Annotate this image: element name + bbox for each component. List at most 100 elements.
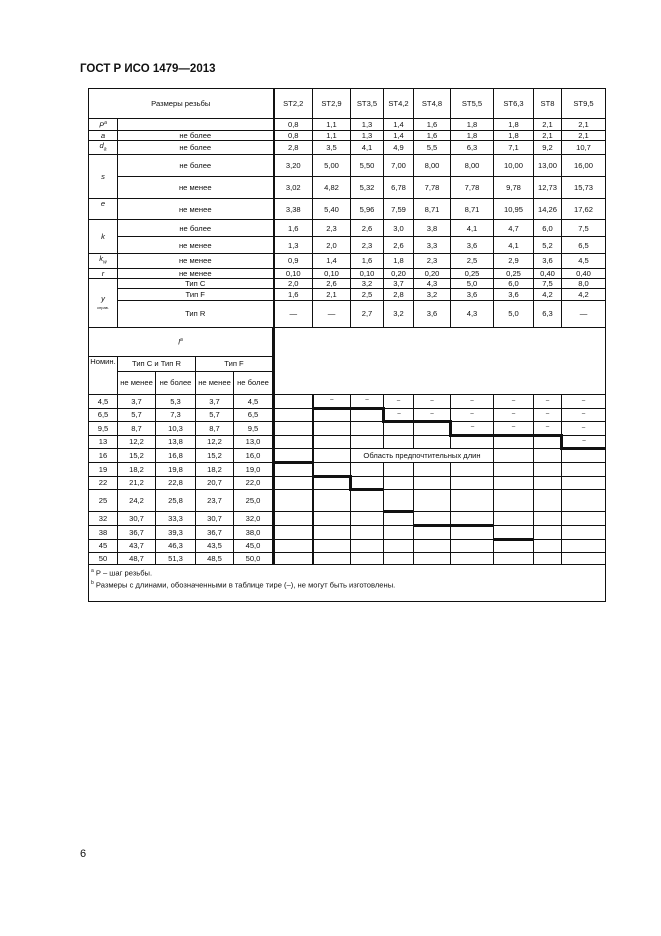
symbol: y [101,293,105,303]
table-row: k не более 1,6 2,3 2,6 3,0 3,8 4,1 4,7 6,0 7,5 [88,219,606,255]
availability-cell [350,406,384,422]
value-cell: 4,1 [450,219,494,238]
value-cell: 15,73 [561,176,606,200]
value-cell: — [272,299,313,328]
table-row: kw не менее 0,9 1,4 1,6 1,8 2,3 2,5 2,9 3,6 4,5 [88,253,606,269]
value-cell: 2,9 [493,253,534,269]
value-cell: 9,2 [533,139,562,156]
min-header: не менее [117,370,156,395]
value-cell: 2,8 [383,287,414,301]
value-cell: 10,7 [561,139,606,156]
value-cell: 1,6 [350,253,384,269]
value-cell: 7,78 [413,176,451,200]
length-value: 19,0 [233,461,274,477]
availability-cell [272,420,313,436]
subscript: w [103,259,107,266]
value-cell: 1,6 [413,129,451,141]
nominal-length: 45 [88,538,118,553]
availability-cell [493,461,534,477]
availability-cell [533,488,562,512]
value-cell: 3,0 [383,219,414,238]
availability-cell [533,551,562,565]
table-row: a не более 0,8 1,1 1,3 1,4 1,6 1,8 1,8 2,1 2,1 [88,129,606,141]
table-row: 50 48,7 51,3 48,5 50,0 [88,551,606,565]
availability-cell [413,461,451,477]
qualifier: Тип F [117,287,274,301]
table-row: 45 43,7 46,3 43,5 45,0 [88,537,606,553]
availability-cell: – [449,420,494,436]
length-value: 18,2 [195,461,234,477]
availability-cell [493,488,534,512]
value-cell: 3,5 [312,139,351,156]
value-cell: 2,7 [350,299,384,328]
value-cell: 14,26 [533,198,562,221]
table-row: 6,5 5,7 7,3 5,7 6,5– – – – – – [88,406,606,422]
footnote: a P – шаг резьбы. [91,566,603,579]
dimension-symbol: Pa [88,118,118,131]
availability-cell [413,510,451,526]
footnote-mark: a [104,120,107,126]
value-cell: 8,00 [413,154,451,178]
availability-cell [561,510,606,526]
value-cell: 5,5 [413,139,451,156]
table-row: не менее 3,02 4,82 5,32 6,78 7,78 7,78 9,78 12,7… [89,176,606,200]
availability-cell [413,538,451,553]
value-cell: 3,8 [413,219,451,238]
value-cell: 4,2 [533,287,562,301]
availability-cell: – [382,407,414,422]
length-value: 39,3 [155,524,196,540]
length-value: 10,3 [155,420,196,436]
value-cell: 2,6 [383,236,414,255]
value-cell: 0,25 [450,267,494,279]
value-cell: 3,2 [383,299,414,328]
value-cell: 2,3 [312,219,351,238]
availability-cell [311,538,351,553]
footnote-mark: a [91,567,94,574]
value-cell: 2,6 [350,219,384,238]
availability-cell [311,488,351,512]
size-header: ST3,5 [350,88,384,119]
symbol: P [99,120,105,130]
value-cell: 7,5 [533,277,562,289]
value-cell: 17,62 [561,198,606,221]
symbol: k [99,254,104,264]
value-cell: 2,0 [312,236,351,255]
subscript: a [103,146,107,153]
length-value: 20,7 [195,475,234,490]
length-value: 5,7 [117,407,156,422]
symbol: e [100,199,106,209]
nominal-length: 9,5 [88,420,118,436]
dimension-symbol: da [88,139,118,156]
value-cell: 0,20 [413,267,451,279]
value-cell: 6,0 [533,219,562,238]
value-cell: 9,78 [493,176,534,200]
value-cell: 4,5 [561,253,606,269]
value-cell: 1,4 [383,129,414,141]
availability-cell [413,488,451,512]
value-cell: 1,3 [272,236,313,255]
value-cell: 8,71 [413,198,451,221]
table-row: da не более 2,8 3,5 4,1 4,9 5,5 6,3 7,1 9,2 10,7 [88,139,606,156]
nominal-length: 50 [88,551,118,565]
thread-dimensions-table: Размеры резьбы ST2,2 ST2,9 ST3,5 ST4,2 ST4,8 S… [88,88,606,602]
length-value: 21,2 [117,475,156,490]
value-cell: 3,2 [413,287,451,301]
length-value: 13,8 [155,434,196,449]
value-cell: 2,1 [561,118,606,131]
availability-cell: – [413,393,451,409]
value-cell: 0,8 [272,118,313,131]
availability-cell: – [413,407,451,422]
value-cell: 3,6 [450,287,494,301]
length-value: 3,7 [117,393,156,409]
nominal-length: 25 [88,488,118,512]
availability-cell [450,551,494,565]
table-row: la [88,326,606,395]
table-row: Pa 0,8 1,1 1,3 1,4 1,6 1,8 1,8 2,1 2,1 [88,118,606,131]
length-value: 25,0 [233,488,274,512]
value-cell: 6,0 [493,277,534,289]
dimension-symbol: e [88,198,118,221]
availability-cell [561,475,606,490]
availability-cell [383,434,414,449]
value-cell: 2,0 [272,277,313,289]
value-cell: 5,50 [350,154,384,178]
